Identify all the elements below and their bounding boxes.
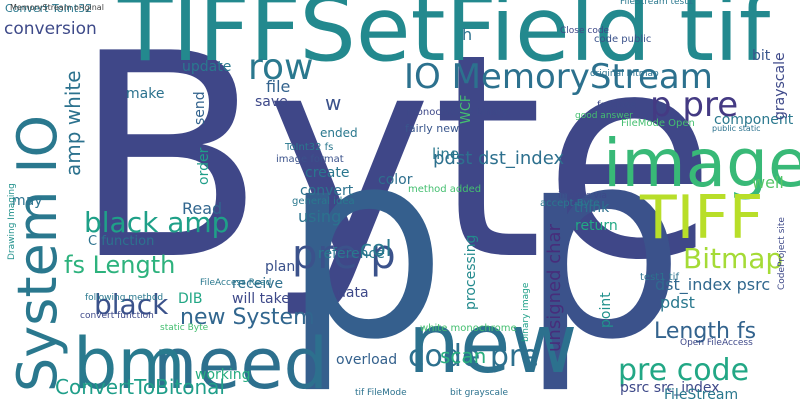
word: bit <box>752 48 771 64</box>
word: ConvertToBitonal <box>55 375 225 399</box>
word: fs Length <box>64 251 175 279</box>
word: following method <box>85 293 163 303</box>
word: save <box>255 94 288 110</box>
word: pre code <box>618 353 749 388</box>
word: bm <box>73 323 186 400</box>
word: w <box>325 91 341 115</box>
word: IO MemoryStream <box>404 57 713 97</box>
word: Convert ToInt32 <box>5 2 92 15</box>
word: static Byte <box>160 323 209 333</box>
word: convert function <box>80 311 154 321</box>
word: fs Close <box>597 100 636 111</box>
word: Drawing Imaging <box>7 183 17 260</box>
word: may <box>12 193 43 209</box>
word: Length fs <box>654 319 756 344</box>
word: p pre <box>650 85 738 125</box>
word: FileStream <box>664 387 738 400</box>
word: will take <box>232 291 290 307</box>
word: ToInt32 fs <box>284 142 333 153</box>
word: TIFF <box>639 183 763 253</box>
word: DIB <box>178 291 203 307</box>
word: file <box>266 77 290 96</box>
word: CodeProject site <box>777 217 787 290</box>
word: need <box>153 323 328 400</box>
word: FileAccess Read <box>200 278 271 288</box>
word: ended <box>320 126 358 140</box>
word: image <box>603 125 800 202</box>
word: FileStream test1 <box>620 0 694 7</box>
word: code pre <box>408 339 539 374</box>
word: create <box>305 165 349 181</box>
word: p <box>282 95 447 397</box>
word: p <box>520 95 685 397</box>
word: h <box>462 25 472 44</box>
word: tif FileMode <box>355 388 407 398</box>
word: pre p <box>292 232 396 278</box>
word: original Bitmap <box>590 69 659 79</box>
word: good answer <box>575 111 633 121</box>
word: scan <box>440 344 486 368</box>
word: receive <box>232 276 283 292</box>
word: new <box>408 297 578 392</box>
word: col <box>360 237 392 262</box>
word: black <box>94 288 169 321</box>
word: row <box>248 47 313 88</box>
word: component <box>714 112 794 128</box>
word: color <box>378 172 413 188</box>
word: dst_index psrc <box>655 275 770 295</box>
word: accept Byte <box>540 198 600 209</box>
word: white monochrome <box>420 323 517 334</box>
word: C function <box>88 234 154 249</box>
word: grayscale <box>772 52 788 120</box>
word: unsigned char <box>544 223 565 352</box>
word: plan <box>265 259 295 275</box>
word: new System <box>180 305 315 330</box>
word: black amp <box>84 206 229 239</box>
word: general idea <box>292 196 355 207</box>
word: image format <box>276 154 344 165</box>
word: pdst <box>660 293 695 312</box>
word: code public <box>594 34 651 45</box>
word: test1 tif <box>640 272 679 283</box>
word: amp white <box>61 70 85 176</box>
word: processing <box>463 235 479 310</box>
word: reference <box>318 246 385 262</box>
word: Close code <box>560 26 610 36</box>
word: make <box>126 86 164 102</box>
word: using <box>298 207 341 226</box>
word: Open FileAccess <box>680 338 753 348</box>
word: images via <box>558 191 607 201</box>
word: well <box>752 173 784 192</box>
word: point <box>598 292 614 328</box>
word: overload <box>336 352 397 368</box>
word: update <box>182 59 231 75</box>
word: data <box>337 285 369 301</box>
word: fairly new <box>405 122 459 135</box>
word: bit grayscale <box>450 388 509 398</box>
word: MemoryStream original <box>10 3 104 12</box>
word: public static <box>712 124 761 133</box>
word: monochrome binary <box>407 107 508 118</box>
word: send <box>192 91 208 125</box>
word: think <box>574 200 610 216</box>
word: working <box>195 367 251 383</box>
word: method added <box>408 184 481 195</box>
word: convert <box>300 183 354 199</box>
word: binary image <box>521 282 531 342</box>
word: TIFFSetField tif <box>117 0 773 81</box>
word: Bitmap <box>683 242 783 275</box>
word: line <box>432 145 459 163</box>
word: Byte <box>72 0 716 322</box>
word: psrc src_index <box>620 380 720 396</box>
word: pdst dst_index <box>433 148 564 169</box>
word: order <box>196 147 212 185</box>
word: WCF <box>459 95 474 124</box>
word: return <box>575 218 618 234</box>
word: Read <box>182 199 222 218</box>
word: FileMode Open <box>621 118 695 129</box>
word: System IO <box>6 115 69 392</box>
word: conversion <box>4 19 97 39</box>
